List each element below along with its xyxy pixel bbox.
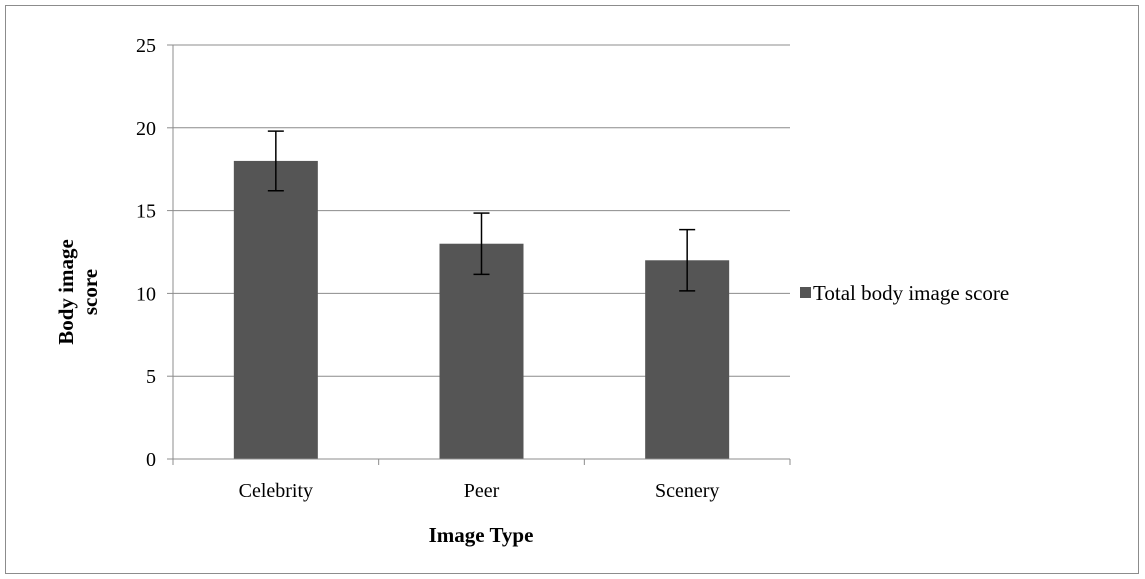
bar-scenery [645, 260, 730, 459]
x-axis-title: Image Type [429, 523, 534, 547]
x-tick-label: Celebrity [239, 480, 313, 502]
y-tick-label: 10 [136, 283, 156, 305]
error-bar-scenery [679, 228, 696, 292]
legend-swatch [800, 287, 811, 298]
axes [167, 44, 791, 465]
x-tick-label: Peer [464, 480, 500, 502]
bar-peer [439, 243, 524, 459]
y-axis-title-line-2: score [78, 269, 102, 315]
y-tick-label: 5 [146, 366, 156, 388]
error-bar-celebrity [267, 130, 284, 192]
y-tick-label: 20 [136, 118, 156, 140]
bars [233, 160, 730, 460]
legend: Total body image score [800, 281, 1009, 305]
y-tick-label: 0 [146, 449, 156, 471]
x-tick-labels: Celebrity Peer Scenery [239, 480, 720, 502]
x-tick-label: Scenery [655, 480, 719, 502]
y-axis-title-line-1: Body image [54, 239, 78, 345]
bar-celebrity [233, 160, 318, 460]
error-bar-peer [473, 212, 490, 276]
y-tick-labels: 0 5 10 15 20 25 [136, 35, 156, 471]
error-bars [267, 130, 696, 292]
legend-label: Total body image score [813, 281, 1009, 305]
y-tick-label: 25 [136, 35, 156, 57]
y-tick-label: 15 [136, 201, 156, 223]
chart-frame [5, 5, 1139, 574]
y-axis-title: Body image score [54, 239, 102, 345]
